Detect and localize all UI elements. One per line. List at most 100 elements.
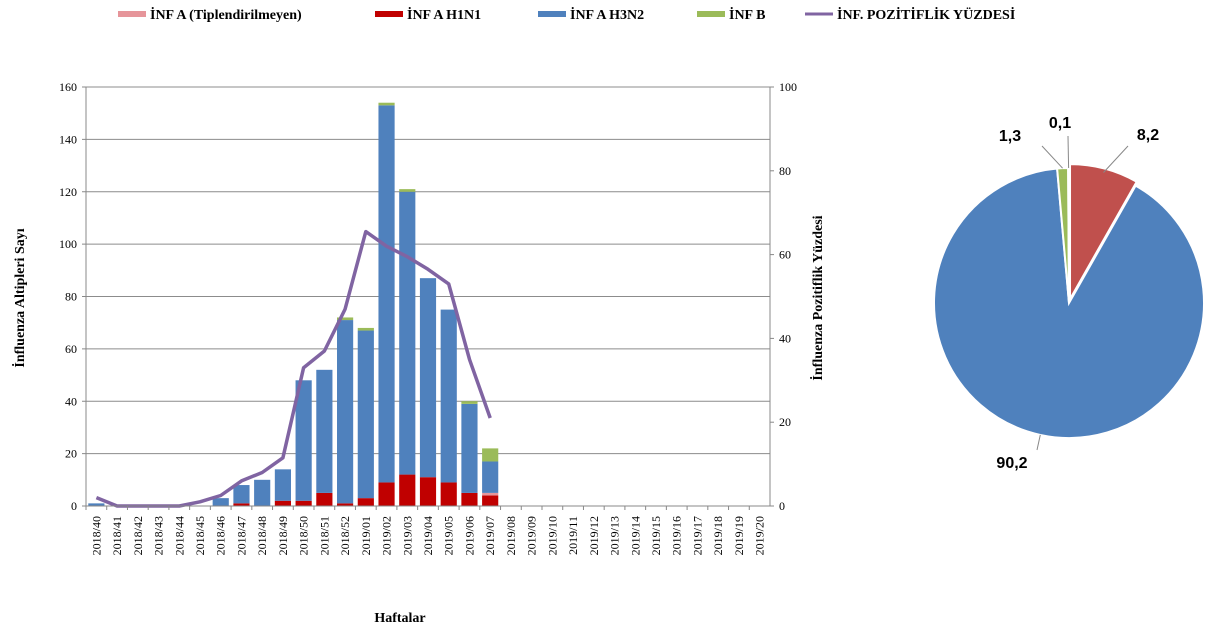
x-tick-label: 2018/44 [172, 516, 186, 555]
bar-segment [482, 495, 499, 506]
bar-segment [274, 500, 291, 506]
x-tick-label: 2018/41 [110, 516, 124, 555]
bar-segment [316, 492, 333, 506]
y-tick-label: 140 [59, 132, 77, 146]
legend-swatch [118, 11, 146, 17]
x-tick-label: 2019/03 [400, 516, 414, 555]
bar-segment [274, 469, 291, 501]
bar-segment [419, 477, 437, 506]
bar-segment [233, 485, 250, 504]
x-tick-label: 2019/07 [483, 516, 497, 555]
y2-tick-label: 60 [779, 248, 791, 262]
pie-slice [1069, 163, 1139, 303]
pie-leader-line [1036, 434, 1041, 451]
bar-segment [440, 482, 457, 506]
chart-legend: İNF A (Tiplendirilmeyen) İNF A H1N1 İNF A … [118, 6, 1015, 23]
x-tick-label: 2019/15 [649, 516, 663, 555]
bar-segment [316, 369, 333, 493]
bars [88, 102, 499, 506]
x-tick-label: 2019/19 [732, 516, 746, 555]
x-tick-label: 2019/06 [462, 516, 476, 555]
bar-segment [337, 320, 354, 504]
pie-slice [1067, 166, 1070, 304]
pie-data-label: 0,1 [1049, 115, 1071, 132]
bar-segment [419, 278, 437, 478]
x-tick-label: 2019/18 [711, 516, 725, 555]
pie-chart: 8,2 90,2 1,3 0,1 [933, 115, 1205, 472]
x-tick-label: 2019/13 [608, 516, 622, 555]
bar-segment [461, 403, 478, 493]
pie-data-label: 1,3 [999, 128, 1021, 145]
bar-segment [357, 498, 374, 506]
x-axis-title: Haftalar [374, 611, 425, 626]
bar-segment [399, 189, 416, 192]
x-tick-label: 2019/17 [690, 516, 704, 555]
y2-tick-label: 20 [779, 415, 791, 429]
bar-segment [461, 401, 478, 404]
y-tick-label: 120 [59, 185, 77, 199]
bar-segment [357, 330, 374, 499]
y2-tick-label: 80 [779, 164, 791, 178]
x-tick-label: 2018/47 [234, 516, 248, 555]
bar-segment [88, 503, 105, 506]
y2-tick-label: 40 [779, 331, 791, 345]
legend-label: İNF A H3N2 [570, 6, 644, 23]
x-tick-label: 2018/45 [193, 516, 207, 555]
x-tick-label: 2019/20 [753, 516, 767, 555]
bar-segment [482, 448, 499, 462]
pie-data-label: 8,2 [1137, 127, 1159, 144]
legend-swatch [697, 11, 725, 17]
x-tick-label: 2018/42 [131, 516, 145, 555]
bar-segment [254, 479, 271, 506]
x-tick-label: 2019/09 [525, 516, 539, 555]
pie-leader-line [1041, 145, 1063, 169]
bar-segment [378, 102, 395, 106]
legend-swatch [375, 11, 403, 17]
tick-labels: 0 20 40 60 80 100 120 140 160 0 20 40 60 80 100 2018/40… [59, 80, 797, 555]
x-tick-label: 2018/52 [338, 516, 352, 555]
x-tick-label: 2018/48 [255, 516, 269, 555]
x-tick-label: 2019/05 [442, 516, 456, 555]
legend-label: İNF. POZİTİFLİK YÜZDESİ [837, 6, 1015, 23]
bar-segment [295, 380, 312, 501]
y-axis-title: İnfluenza Altipleri Sayı [11, 228, 28, 367]
x-tick-label: 2019/01 [359, 516, 373, 555]
x-tick-label: 2018/49 [276, 516, 290, 555]
x-tick-label: 2018/51 [317, 516, 331, 555]
y2-tick-label: 0 [779, 499, 785, 513]
x-tick-label: 2019/02 [380, 516, 394, 555]
bar-segment [378, 105, 395, 483]
bar-segment [337, 503, 354, 506]
y-tick-label: 40 [65, 394, 77, 408]
y-tick-label: 20 [65, 447, 77, 461]
x-tick-label: 2019/11 [566, 516, 580, 555]
bar-segment [482, 492, 499, 496]
pie-data-label: 90,2 [996, 455, 1027, 472]
y-tick-label: 0 [71, 499, 77, 513]
bar-segment [440, 309, 457, 483]
legend-label: İNF B [729, 6, 765, 23]
y-tick-label: 100 [59, 237, 77, 251]
y2-tick-label: 100 [779, 80, 797, 94]
y-tick-label: 60 [65, 342, 77, 356]
x-tick-label: 2019/08 [504, 516, 518, 555]
x-tick-label: 2019/12 [587, 516, 601, 555]
legend-label: İNF A (Tiplendirilmeyen) [150, 6, 302, 23]
x-tick-label: 2018/40 [89, 516, 103, 555]
x-tick-label: 2019/14 [628, 516, 642, 555]
bar-segment [399, 191, 416, 475]
bar-segment [378, 482, 395, 506]
bar-segment [357, 327, 374, 331]
bar-segment [482, 461, 499, 493]
bar-segment [399, 474, 416, 506]
pie-leader-line [1103, 145, 1129, 173]
bar-segment [337, 317, 354, 321]
x-tick-label: 2019/04 [421, 516, 435, 555]
bar-segment [233, 503, 250, 506]
x-tick-label: 2019/10 [545, 516, 559, 555]
y2-axis-title: İnfluenza Pozitiflik Yüzdesi [809, 215, 826, 380]
y-tick-label: 80 [65, 290, 77, 304]
bar-segment [212, 498, 229, 506]
y-tick-label: 160 [59, 80, 77, 94]
